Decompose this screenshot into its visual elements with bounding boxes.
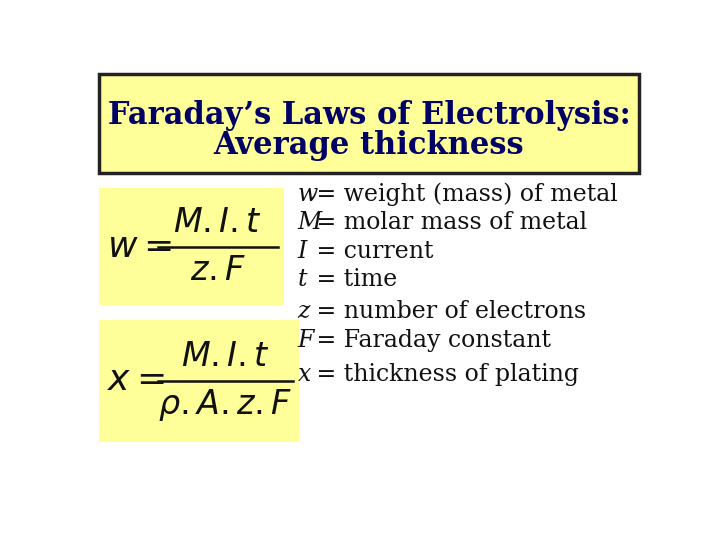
Text: $x=$: $x=$ <box>107 363 165 397</box>
Text: = time: = time <box>310 268 397 291</box>
Text: $\rho.A.z.F$: $\rho.A.z.F$ <box>158 387 293 423</box>
FancyBboxPatch shape <box>99 188 284 305</box>
Text: x: x <box>297 363 311 386</box>
Text: F: F <box>297 329 314 352</box>
Text: I: I <box>297 240 307 262</box>
FancyBboxPatch shape <box>99 74 639 173</box>
Text: = molar mass of metal: = molar mass of metal <box>310 211 588 234</box>
Text: $w=$: $w=$ <box>107 230 172 264</box>
Text: w: w <box>297 183 318 206</box>
Text: z: z <box>297 300 310 323</box>
Text: = number of electrons: = number of electrons <box>310 300 587 323</box>
FancyBboxPatch shape <box>99 320 300 442</box>
Text: Average thickness: Average thickness <box>214 130 524 161</box>
Text: = thickness of plating: = thickness of plating <box>310 363 580 386</box>
Text: $M.I.t$: $M.I.t$ <box>174 207 262 239</box>
Text: M: M <box>297 211 322 234</box>
Text: Faraday’s Laws of Electrolysis:: Faraday’s Laws of Electrolysis: <box>107 100 631 131</box>
Text: = current: = current <box>310 240 434 262</box>
Text: t: t <box>297 268 307 291</box>
Text: = Faraday constant: = Faraday constant <box>310 329 552 352</box>
Text: $M.I.t$: $M.I.t$ <box>181 341 270 373</box>
Text: = weight (mass) of metal: = weight (mass) of metal <box>310 183 618 206</box>
Text: $z.F$: $z.F$ <box>189 255 246 287</box>
